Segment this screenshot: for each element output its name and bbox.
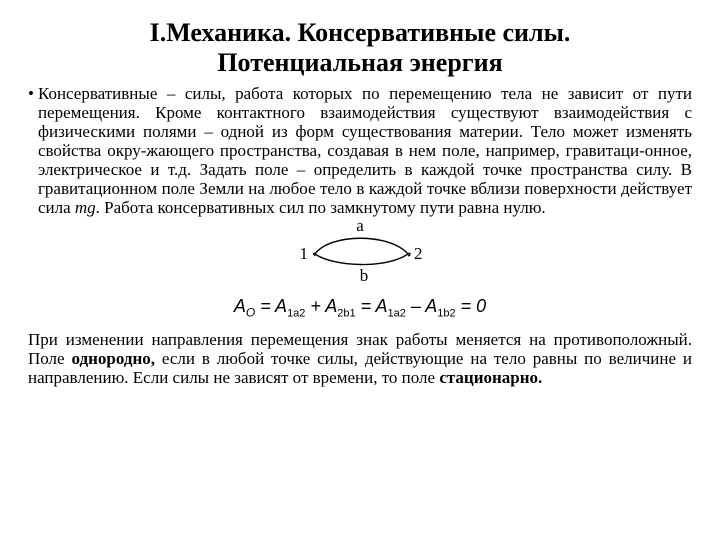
diagram-label-b: b xyxy=(360,266,369,285)
paragraph-1: • Консервативные – силы, работа которых … xyxy=(28,84,692,217)
work-formula: AO = A1a2 + A2b1 = A1a2 – A1b2 = 0 xyxy=(28,296,692,320)
closed-path-diagram: a 1 2 b xyxy=(28,219,692,290)
node-2 xyxy=(408,253,410,256)
term-stationary: стационарно. xyxy=(439,368,542,387)
path-bottom xyxy=(315,254,408,265)
term-homogeneous: однородно, xyxy=(71,349,155,368)
slide-title: I.Механика. Консервативные силы. Потенци… xyxy=(28,18,692,78)
diagram-label-a: a xyxy=(356,219,364,235)
mg-symbol: mg xyxy=(75,198,96,217)
diagram-label-1: 1 xyxy=(300,244,309,263)
diagram-label-2: 2 xyxy=(414,244,423,263)
bullet-dot: • xyxy=(28,84,34,217)
paragraph-2: При изменении направления перемещения зн… xyxy=(28,330,692,387)
title-line-1: I.Механика. Консервативные силы. xyxy=(150,18,571,47)
title-line-2: Потенциальная энергия xyxy=(217,48,502,77)
path-top xyxy=(315,238,408,254)
p1-text-2: . Работа консервативных сил по замкнутом… xyxy=(96,198,546,217)
